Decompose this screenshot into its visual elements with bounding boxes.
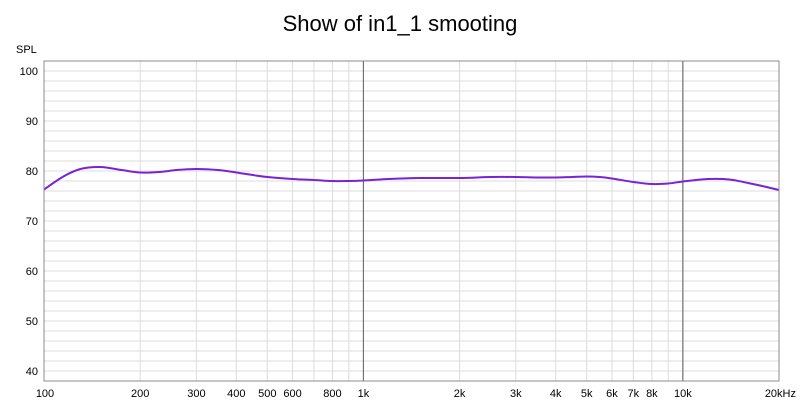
plot-frame <box>43 60 780 382</box>
x-tick-label: 4k <box>550 388 562 400</box>
x-tick-label: 2k <box>454 388 466 400</box>
x-tick-label: 100 <box>36 388 54 400</box>
y-axis-label: SPL <box>16 44 37 56</box>
chart-title: Show of in1_1 smooting <box>283 11 518 36</box>
series-line <box>43 165 780 191</box>
x-tick-label: 400 <box>227 388 245 400</box>
x-tick-label: 500 <box>258 388 276 400</box>
x-tick-label: 800 <box>323 388 341 400</box>
y-tick-label: 80 <box>26 166 38 178</box>
minor-gridlines <box>43 61 780 381</box>
y-tick-label: 90 <box>26 116 38 128</box>
x-tick-label: 300 <box>187 388 205 400</box>
x-tick-label: 8k <box>646 388 658 400</box>
x-tick-label: 6k <box>606 388 618 400</box>
y-tick-label: 60 <box>26 266 38 278</box>
x-tick-label: 200 <box>131 388 149 400</box>
x-tick-label: 5k <box>581 388 593 400</box>
y-tick-label: 100 <box>20 66 38 78</box>
x-tick-label: 10k <box>674 388 692 400</box>
x-tick-label: 20kHz <box>765 388 796 400</box>
x-tick-label: 1k <box>358 388 370 400</box>
y-tick-label: 50 <box>26 316 38 328</box>
y-tick-label: 70 <box>26 216 38 228</box>
x-tick-label: 3k <box>510 388 522 400</box>
x-tick-labels: 100 200 300 400 500 600 800 1k 2k 3k 4k 5k 6k 7k 8k 10k… <box>36 388 796 400</box>
x-tick-label: 7k <box>628 388 640 400</box>
y-tick-labels: 100 90 80 70 60 50 40 <box>20 66 38 378</box>
y-tick-label: 40 <box>26 366 38 378</box>
series-layer <box>43 165 780 191</box>
major-gridlines <box>362 61 684 381</box>
x-tick-label: 600 <box>283 388 301 400</box>
